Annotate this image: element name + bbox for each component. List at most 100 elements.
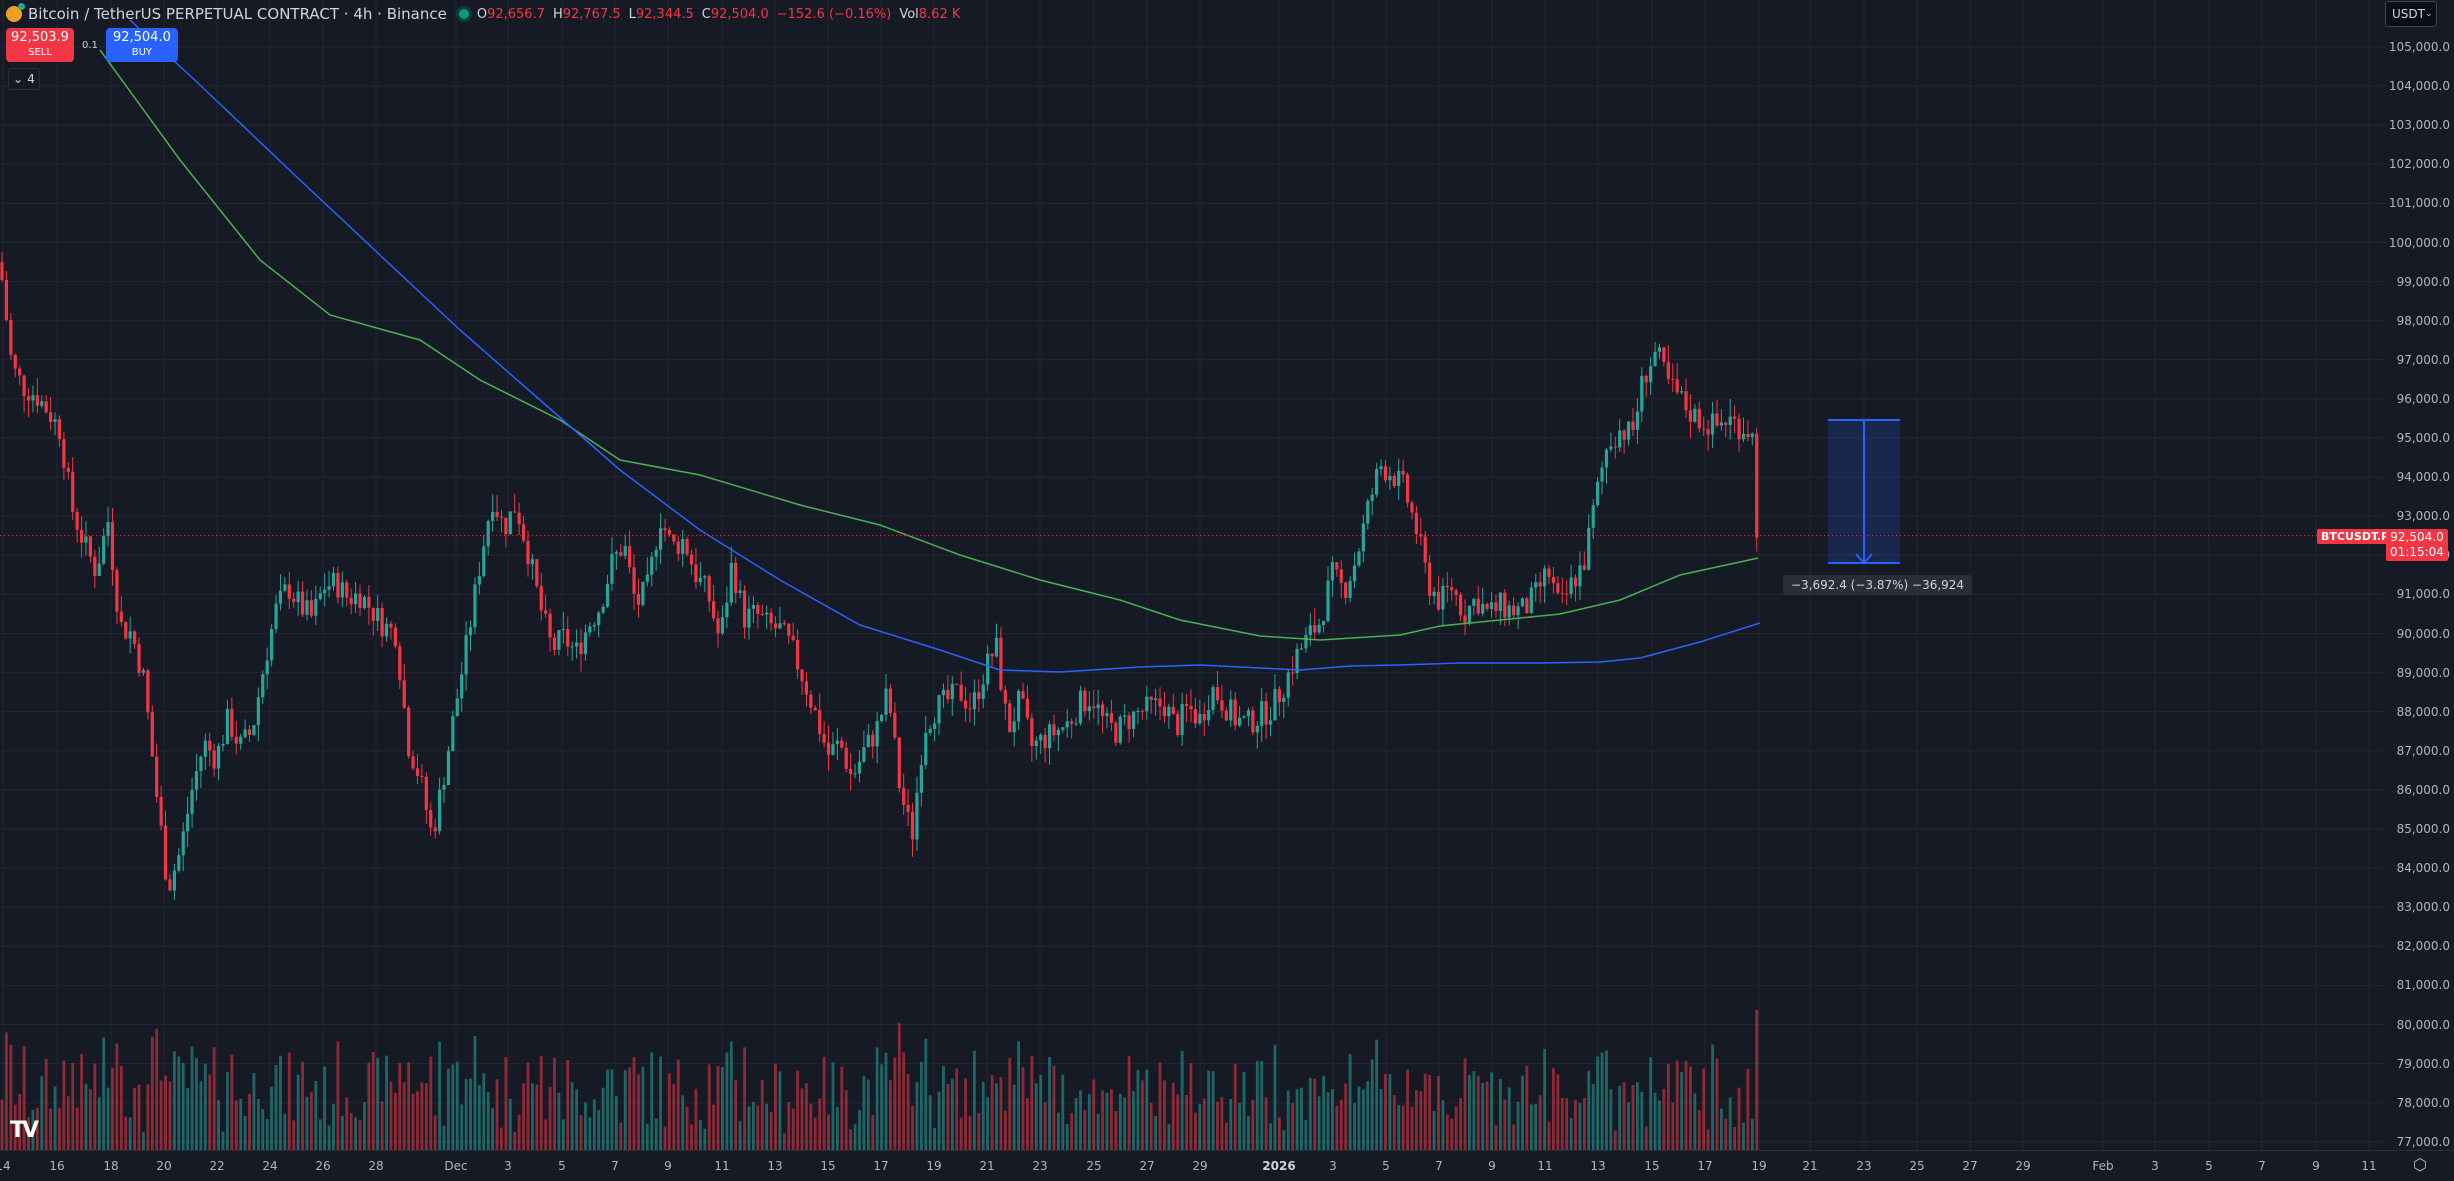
candle-body	[950, 683, 954, 700]
candle-body	[1684, 391, 1688, 411]
candle-body	[243, 729, 247, 737]
price-tick: 97,000.0	[2396, 352, 2450, 367]
volume-bar	[1490, 1072, 1493, 1150]
candle-body	[716, 618, 720, 634]
volume-bar	[1039, 1074, 1043, 1150]
candle-body	[327, 586, 331, 590]
volume-bar	[672, 1084, 676, 1150]
candle-body	[1702, 428, 1706, 430]
volume-bar	[663, 1126, 667, 1150]
candle-body	[380, 607, 384, 637]
candle-body	[1375, 469, 1379, 495]
price-chart[interactable]	[0, 0, 2386, 1150]
candle-body	[1379, 466, 1383, 470]
volume-bar	[1463, 1058, 1467, 1150]
candle-body	[539, 586, 543, 611]
volume-bar	[1335, 1105, 1339, 1150]
volume-bar	[1220, 1097, 1224, 1150]
volume-bar	[504, 1057, 508, 1150]
candle-body	[1043, 734, 1047, 749]
candle-body	[663, 528, 667, 531]
candle-body	[1436, 591, 1441, 610]
volume-bar	[1012, 1084, 1016, 1150]
candle-body	[411, 756, 415, 769]
volume-bar	[1406, 1069, 1409, 1150]
candle-body	[508, 511, 512, 535]
candle-body	[597, 612, 601, 626]
candle-body	[1618, 430, 1622, 448]
candle-body	[981, 684, 985, 699]
candle-body	[919, 764, 923, 793]
candle-body	[1251, 710, 1255, 733]
buy-button[interactable]: 92,504.0 BUY	[105, 28, 178, 62]
candle-body	[1291, 672, 1295, 674]
volume-bar	[937, 1091, 941, 1150]
volume-bar	[513, 1132, 517, 1150]
settings-gear-icon[interactable]: ⬡	[2413, 1155, 2427, 1174]
candle-body	[1361, 523, 1365, 552]
candle-body	[318, 593, 322, 599]
candle-body	[1750, 433, 1754, 438]
volume-bar	[1569, 1117, 1573, 1150]
tradingview-logo-icon[interactable]: TV	[10, 1118, 39, 1143]
symbol-title[interactable]: Bitcoin / TetherUS PERPETUAL CONTRACT · …	[28, 5, 447, 23]
volume-bar	[1596, 1056, 1600, 1150]
volume-bar	[858, 1109, 861, 1150]
volume-bar	[1560, 1097, 1564, 1150]
candle-body	[93, 556, 97, 577]
sell-button[interactable]: 92,503.9 SELL	[6, 28, 74, 62]
arrow-down-icon	[1855, 553, 1873, 565]
candle-body	[75, 512, 79, 530]
price-tick: 82,000.0	[2396, 939, 2450, 954]
volume-bar	[840, 1066, 844, 1150]
candle-body	[893, 712, 897, 738]
candle-body	[676, 541, 680, 554]
candle-body	[672, 534, 676, 542]
candle-body	[270, 629, 274, 661]
volume-bar	[813, 1117, 817, 1150]
candle-body	[1100, 704, 1105, 717]
volume-bar	[292, 1120, 296, 1150]
volume-bar	[137, 1084, 141, 1150]
volume-bar	[27, 1117, 30, 1150]
volume-bar	[1468, 1075, 1471, 1150]
candle-body	[177, 855, 181, 871]
candle-body	[552, 637, 557, 650]
time-tick: Dec	[444, 1159, 468, 1173]
candle-body	[1463, 615, 1467, 623]
candle-body	[849, 768, 853, 774]
time-tick: 29	[2015, 1159, 2031, 1173]
time-tick: 3	[504, 1159, 512, 1173]
candle-body	[1600, 467, 1604, 482]
candle-body	[734, 562, 738, 594]
candle-body	[88, 536, 92, 557]
candle-body	[1423, 536, 1427, 563]
price-tick: 96,000.0	[2396, 391, 2450, 406]
candle-body	[84, 536, 88, 543]
candle-body	[292, 598, 296, 603]
candle-body	[1680, 391, 1684, 393]
candle-body	[986, 653, 990, 685]
volume-bar	[1631, 1084, 1635, 1150]
volume-bar	[111, 1067, 114, 1150]
currency-select[interactable]: USDT ⌄	[2385, 1, 2437, 27]
price-tick: 95,000.0	[2396, 431, 2450, 445]
volume-bar	[1198, 1104, 1202, 1150]
volume-bar	[796, 1070, 799, 1150]
candle-body	[946, 689, 950, 700]
volume-bar	[1202, 1098, 1206, 1150]
price-axis[interactable]: 105,000.0 104,000.0 103,000.0 102,000.0 101,…	[2386, 0, 2454, 1150]
volume-bar	[760, 1079, 764, 1150]
indicators-toggle-button[interactable]: ⌄ 4	[8, 68, 40, 90]
volume-bar	[734, 1080, 738, 1150]
volume-bar	[575, 1089, 578, 1150]
volume-bar	[1658, 1100, 1661, 1150]
time-axis[interactable]: 14 16 18 20 22 24 26 28 Dec 3 5 7 9 11 13 15 17 19 21 23 25 2…	[0, 1150, 2454, 1181]
volume-bar	[915, 1082, 919, 1150]
candle-body	[424, 776, 428, 811]
volume-bar	[539, 1056, 543, 1150]
candle-body	[1220, 700, 1224, 711]
volume-bar	[1194, 1112, 1197, 1150]
market-status-icon[interactable]	[458, 9, 469, 19]
volume-bar	[1401, 1105, 1405, 1150]
